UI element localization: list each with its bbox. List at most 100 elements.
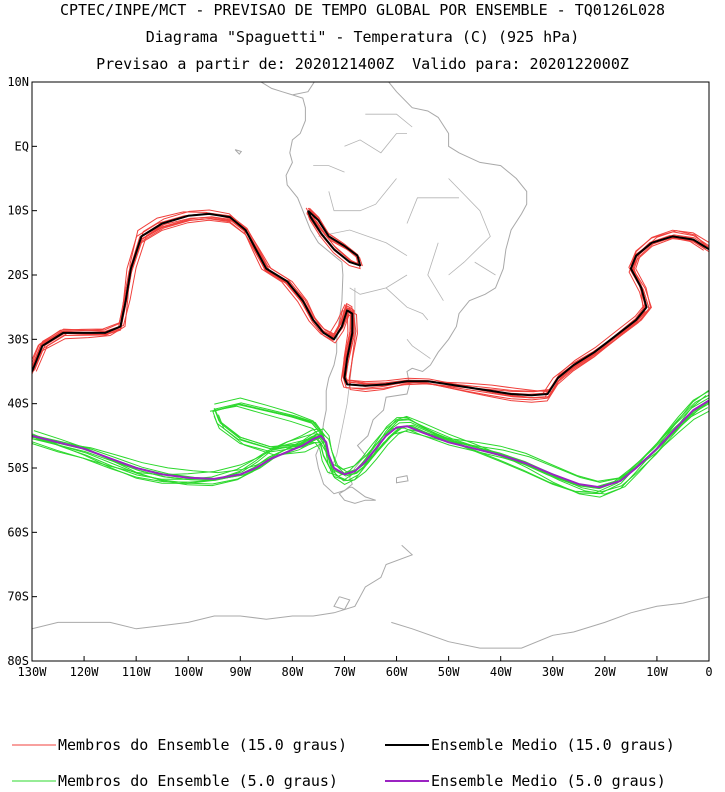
member-line-1-4 (305, 207, 364, 267)
member-line-3-3 (209, 405, 326, 456)
y-tick-label: 10N (7, 75, 29, 89)
x-tick-label: 50W (438, 665, 460, 679)
ensemble-mean-layer (32, 209, 709, 489)
member-line-0-5 (32, 212, 704, 395)
axis-layer: 130W 120W 110W 100W 90W 80W 70W 60W 50W 40W 30W 20W… (7, 75, 712, 679)
x-tick-9: 40W (490, 656, 512, 679)
coastline-7 (333, 596, 351, 611)
mean-line-0 (32, 212, 709, 397)
member-line-2-10 (37, 395, 707, 495)
x-tick-label: 130W (18, 665, 48, 679)
border-3 (385, 287, 429, 321)
border-0 (318, 229, 408, 257)
border-12 (474, 261, 496, 276)
x-tick-13: 0 (705, 656, 713, 679)
border-10 (406, 197, 459, 224)
coastline-2 (338, 486, 376, 504)
border-5 (344, 133, 407, 154)
plot-frame (31, 81, 710, 662)
x-tick-label: 20W (594, 665, 616, 679)
x-tick-label: 30W (542, 665, 564, 679)
y-tick-4: 30S (7, 332, 37, 346)
border-11 (427, 242, 444, 301)
member-line-0-6 (33, 216, 709, 399)
mean-line-2 (32, 399, 709, 489)
x-tick-3: 100W (174, 656, 204, 679)
member-line-0-2 (32, 216, 708, 393)
x-tick-6: 70W (334, 656, 356, 679)
x-tick-7: 60W (386, 656, 408, 679)
x-tick-8: 50W (438, 656, 460, 679)
member-line-0-0 (32, 213, 709, 396)
legend-entry-3: Ensemble Medio (5.0 graus) (385, 772, 666, 790)
x-tick-label: 90W (229, 665, 251, 679)
coastline-4 (396, 475, 409, 484)
x-tick-4: 90W (229, 656, 252, 679)
x-tick-1: 120W (70, 656, 100, 679)
border-8 (365, 113, 413, 128)
member-line-3-5 (214, 403, 324, 450)
x-tick-12: 10W (646, 656, 669, 679)
x-tick-11: 20W (594, 656, 616, 679)
x-tick-label: 110W (122, 665, 152, 679)
chart-title-line-2: Diagrama "Spaguetti" - Temperatura (C) (… (145, 28, 580, 46)
legend-entry-0: Membros do Ensemble (15.0 graus) (12, 736, 347, 754)
y-tick-0: 10N (7, 75, 37, 89)
member-line-0-4 (32, 211, 708, 393)
member-line-2-5 (33, 407, 709, 487)
y-tick-label: EQ (15, 139, 29, 153)
y-tick-label: 40S (7, 397, 29, 411)
border-6 (328, 178, 397, 212)
x-tick-2: 110W (122, 656, 152, 679)
y-tick-7: 60S (7, 525, 37, 539)
x-tick-10: 30W (542, 656, 564, 679)
y-tick-label: 60S (7, 525, 29, 539)
border-9 (448, 178, 491, 276)
y-tick-3: 20S (7, 268, 37, 282)
legend-entry-2: Membros do Ensemble (5.0 graus) (12, 772, 338, 790)
x-tick-label: 120W (70, 665, 100, 679)
x-tick-label: 60W (386, 665, 408, 679)
y-tick-label: 10S (7, 204, 29, 218)
map-layer (32, 82, 709, 649)
mean-line-1 (307, 209, 362, 267)
x-tick-label: 40W (490, 665, 512, 679)
x-tick-label: 80W (282, 665, 304, 679)
coastline-5 (32, 544, 414, 630)
y-tick-label: 80S (7, 654, 29, 668)
chart-title-line-1: CPTEC/INPE/MCT - PREVISAO DE TEMPO GLOBA… (59, 1, 666, 19)
border-4 (406, 339, 431, 359)
x-tick-label: 0 (705, 665, 712, 679)
y-tick-5: 40S (7, 397, 37, 411)
y-tick-label: 50S (7, 461, 29, 475)
member-line-2-6 (35, 404, 707, 493)
border-1 (349, 274, 408, 295)
x-tick-label: 100W (174, 665, 204, 679)
y-tick-8: 70S (7, 590, 37, 604)
x-tick-label: 10W (646, 665, 668, 679)
member-line-0-8 (32, 212, 709, 399)
coastline-3 (234, 149, 243, 155)
member-line-2-0 (32, 401, 709, 489)
member-line-0-9 (32, 219, 709, 403)
legend-entry-1: Ensemble Medio (15.0 graus) (385, 736, 675, 754)
y-tick-9: 80S (7, 654, 37, 668)
member-line-0-1 (35, 213, 706, 396)
legend-label: Membros do Ensemble (15.0 graus) (58, 736, 347, 754)
x-tick-0: 130W (18, 656, 48, 679)
coastline-1 (229, 82, 293, 96)
y-tick-6: 50S (7, 461, 37, 475)
y-tick-2: 10S (7, 204, 37, 218)
member-line-2-7 (32, 390, 709, 495)
member-line-0-10 (32, 217, 709, 399)
member-line-3-0 (213, 397, 325, 453)
x-tick-label: 70W (334, 665, 356, 679)
legend: Membros do Ensemble (15.0 graus) Ensemble… (12, 736, 675, 790)
border-7 (313, 165, 345, 173)
legend-label: Ensemble Medio (5.0 graus) (431, 772, 666, 790)
y-tick-1: EQ (15, 139, 37, 153)
legend-label: Membros do Ensemble (5.0 graus) (58, 772, 338, 790)
y-tick-label: 70S (7, 590, 29, 604)
coastline-0 (285, 82, 528, 495)
